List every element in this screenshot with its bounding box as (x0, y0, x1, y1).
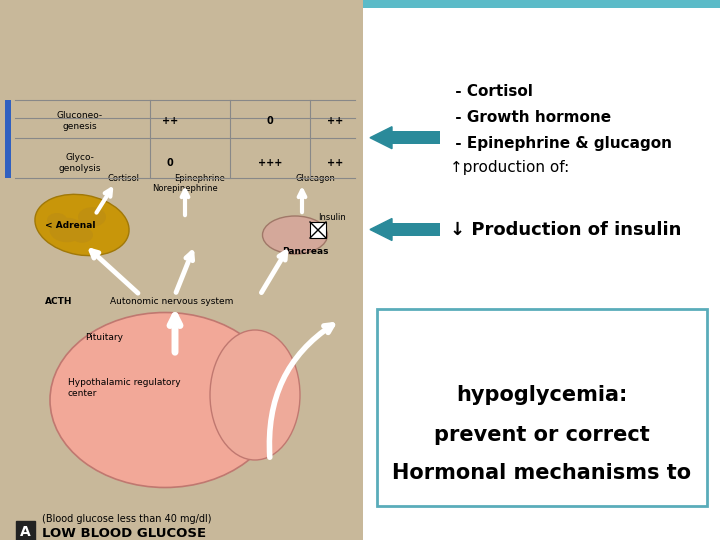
Polygon shape (370, 127, 392, 148)
Ellipse shape (47, 213, 67, 227)
Ellipse shape (263, 216, 328, 254)
Text: Pancreas: Pancreas (282, 247, 328, 256)
Ellipse shape (35, 194, 129, 255)
Text: (Blood glucose less than 40 mg/dl): (Blood glucose less than 40 mg/dl) (42, 514, 212, 524)
Bar (0, 0, 363, 540)
Text: +++: +++ (258, 158, 282, 168)
Text: ACTH: ACTH (45, 298, 73, 307)
Bar (310, 222, 326, 238)
Polygon shape (370, 219, 392, 240)
Text: Autonomic nervous system: Autonomic nervous system (110, 298, 233, 307)
Text: Insulin: Insulin (318, 213, 346, 222)
Ellipse shape (210, 330, 300, 460)
Text: - Growth hormone: - Growth hormone (450, 110, 611, 125)
Ellipse shape (50, 313, 280, 488)
Text: hypoglycemia:: hypoglycemia: (456, 385, 628, 405)
Text: Hormonal mechanisms to: Hormonal mechanisms to (392, 463, 692, 483)
Text: A: A (20, 525, 31, 539)
Text: Norepinephrine: Norepinephrine (152, 184, 218, 193)
Ellipse shape (71, 227, 93, 242)
Text: ++: ++ (327, 116, 343, 126)
FancyArrowPatch shape (269, 325, 333, 457)
Bar (5, 100, 11, 178)
Text: LOW BLOOD GLUCOSE: LOW BLOOD GLUCOSE (42, 527, 206, 540)
Text: Hypothalamic regulatory
center: Hypothalamic regulatory center (68, 379, 181, 397)
Text: Glucagon: Glucagon (295, 174, 335, 183)
Ellipse shape (78, 207, 106, 227)
Bar (392, 223, 440, 236)
Text: prevent or correct: prevent or correct (434, 425, 650, 445)
Text: 0: 0 (166, 158, 174, 168)
Text: < Adrenal: < Adrenal (45, 220, 95, 230)
Text: 0: 0 (266, 116, 274, 126)
Text: ↑production of:: ↑production of: (450, 160, 570, 175)
Text: - Epinephrine & glucagon: - Epinephrine & glucagon (450, 136, 672, 151)
Bar (363, 0, 720, 8)
Bar (392, 131, 440, 144)
Text: ++: ++ (162, 116, 178, 126)
Text: - Cortisol: - Cortisol (450, 84, 533, 99)
FancyBboxPatch shape (377, 309, 707, 506)
Ellipse shape (50, 218, 84, 242)
Text: Gluconeo-
genesis: Gluconeo- genesis (57, 111, 103, 131)
Text: Epinephrine: Epinephrine (174, 174, 225, 183)
Bar (363, 0, 720, 540)
Text: Glyco-
genolysis: Glyco- genolysis (59, 153, 102, 173)
Text: ↓ Production of insulin: ↓ Production of insulin (450, 220, 681, 239)
Text: Pituitary: Pituitary (85, 333, 123, 341)
Text: Cortisol: Cortisol (107, 174, 139, 183)
Text: ++: ++ (327, 158, 343, 168)
